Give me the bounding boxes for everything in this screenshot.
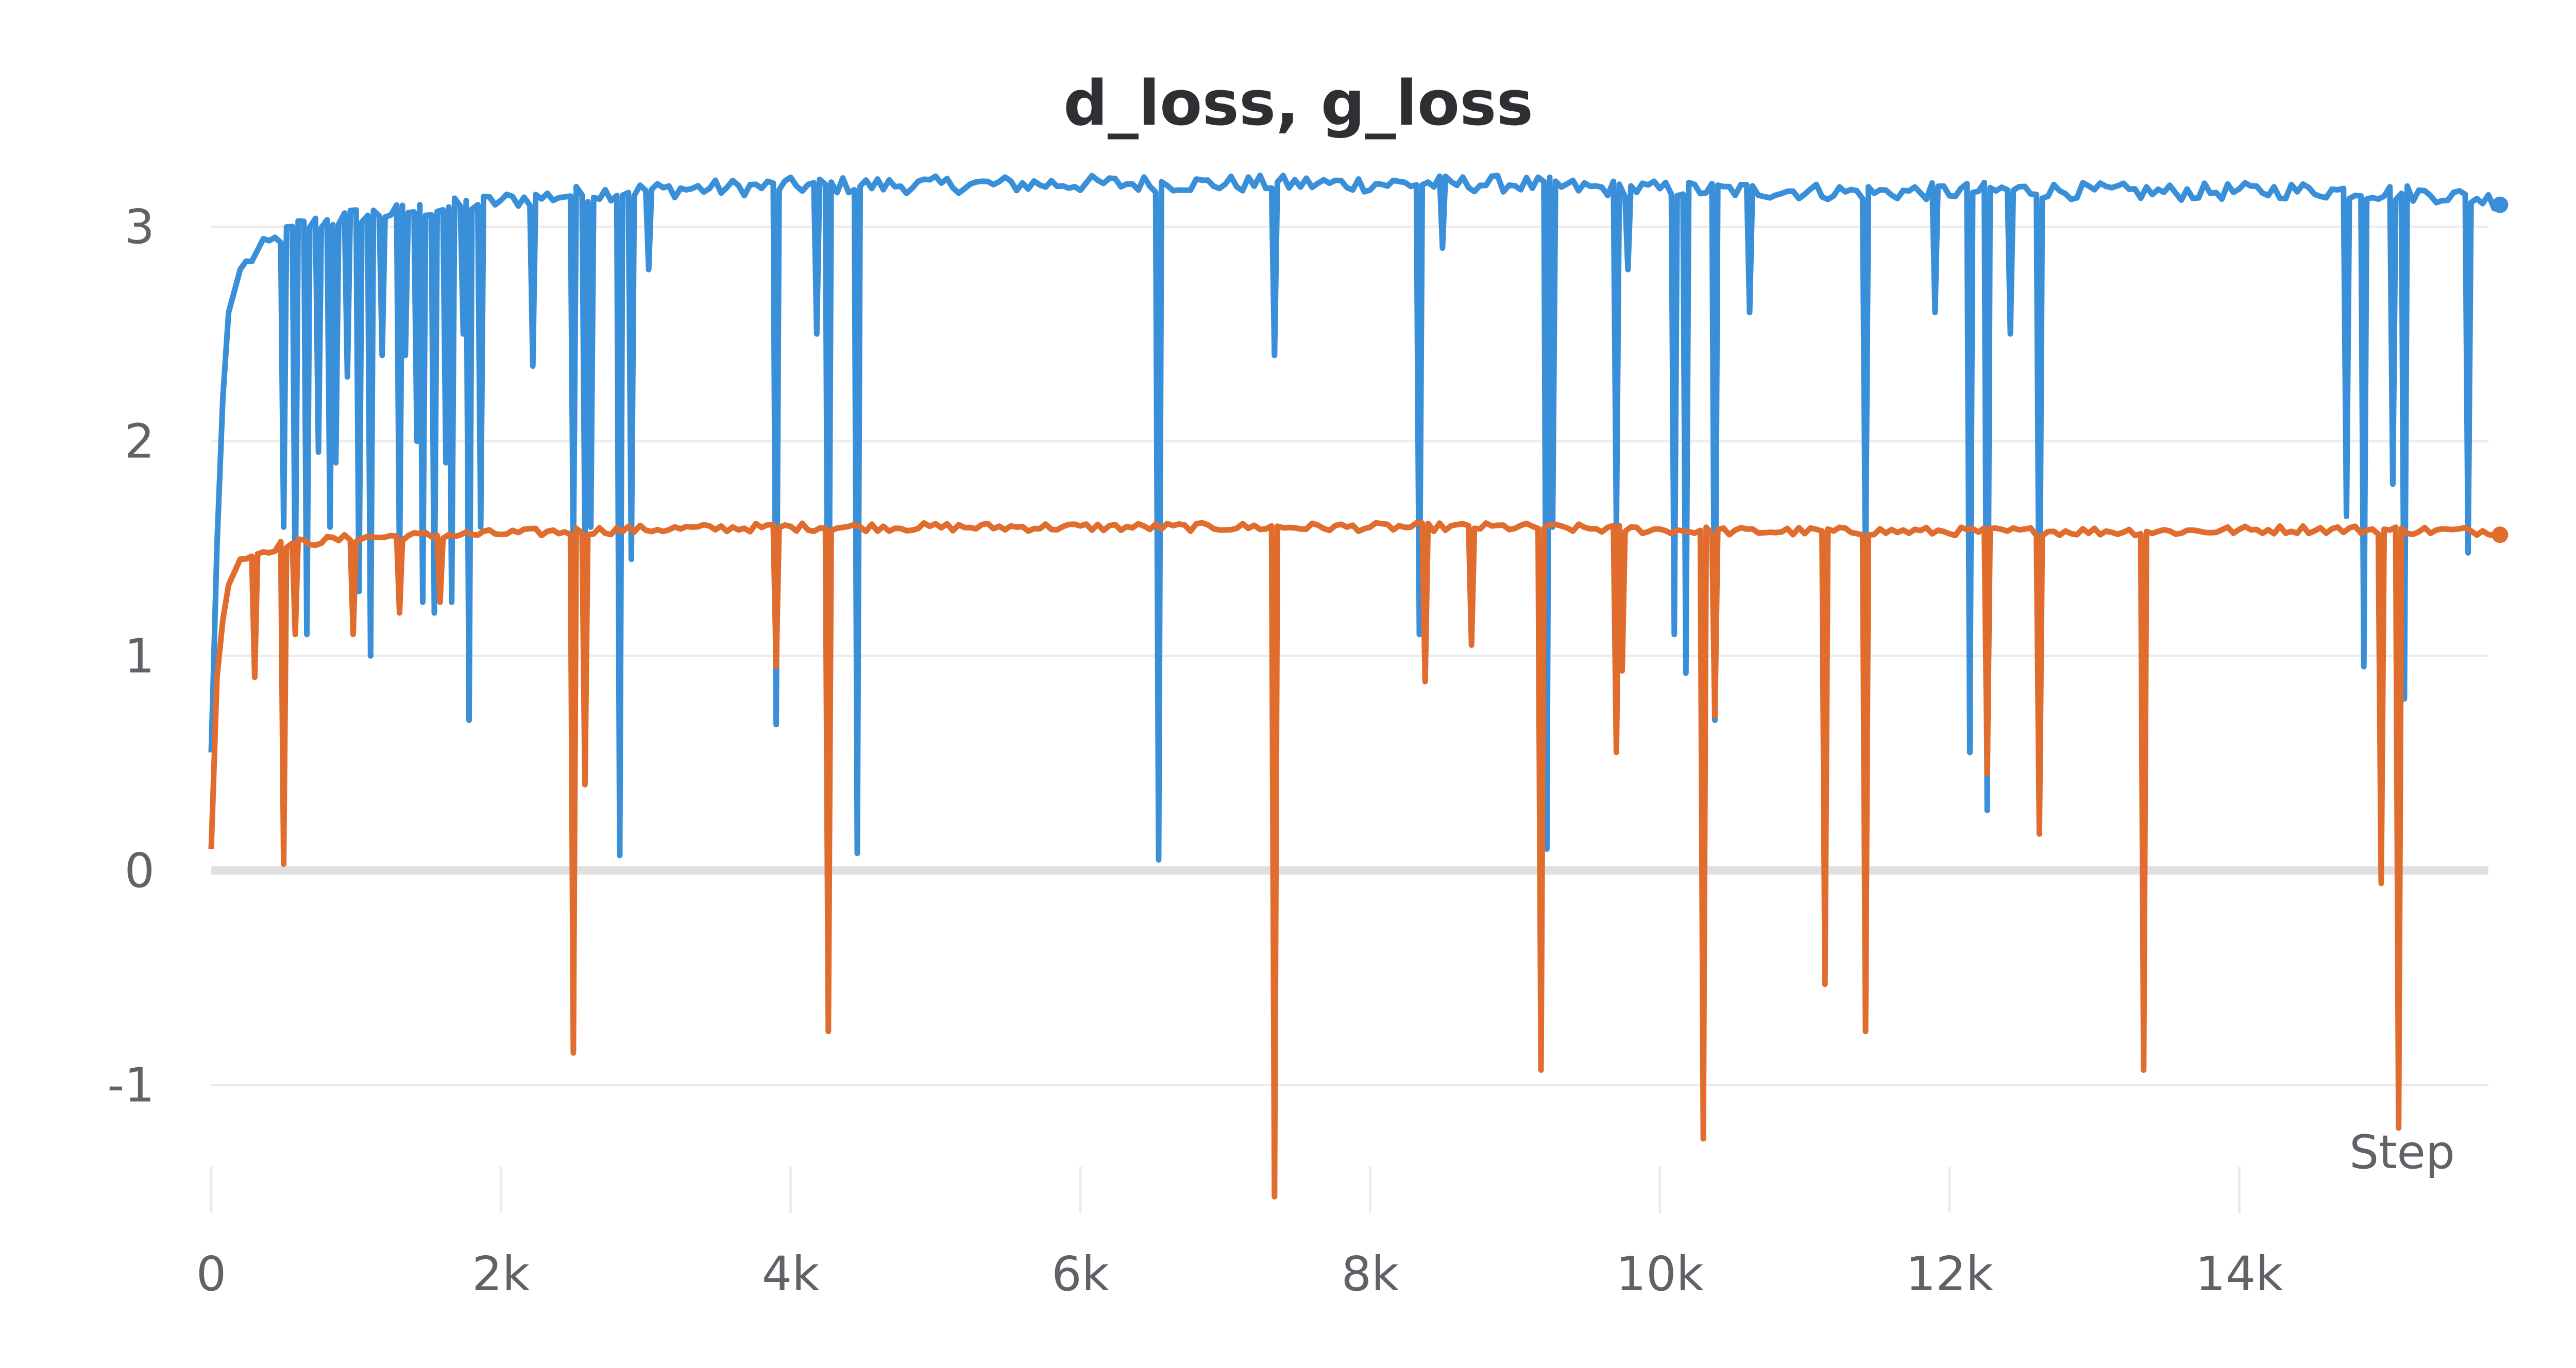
x-tick-label: 6k [1052, 1246, 1110, 1302]
series-line-2 [208, 520, 2501, 1200]
series-lines [208, 173, 2509, 1200]
chart-title: d_loss, g_loss [1063, 68, 1533, 140]
y-tick-label: 2 [124, 414, 155, 469]
y-tick-label: -1 [107, 1058, 155, 1113]
axis-ticks: -1 0 1 2 3 0 2k 4k 6k 8k 10k 12k 14k [107, 199, 2283, 1302]
x-tick-label: 2k [472, 1246, 530, 1302]
series-end-marker-2 [2492, 526, 2509, 543]
y-tick-label: 3 [124, 199, 155, 254]
x-tick-label: 14k [2195, 1246, 2283, 1302]
x-tick-label: 0 [196, 1246, 227, 1302]
x-tick-label: 8k [1341, 1246, 1399, 1302]
x-tick-label: 12k [1906, 1246, 1994, 1302]
series-end-marker-1 [2492, 196, 2509, 213]
x-tick-label: 10k [1616, 1246, 1704, 1302]
x-axis-label: Step [2349, 1125, 2455, 1179]
x-tick-label: 4k [762, 1246, 820, 1302]
y-tick-label: 0 [124, 843, 155, 898]
series-line-1 [208, 173, 2502, 863]
y-tick-label: 1 [124, 628, 155, 683]
